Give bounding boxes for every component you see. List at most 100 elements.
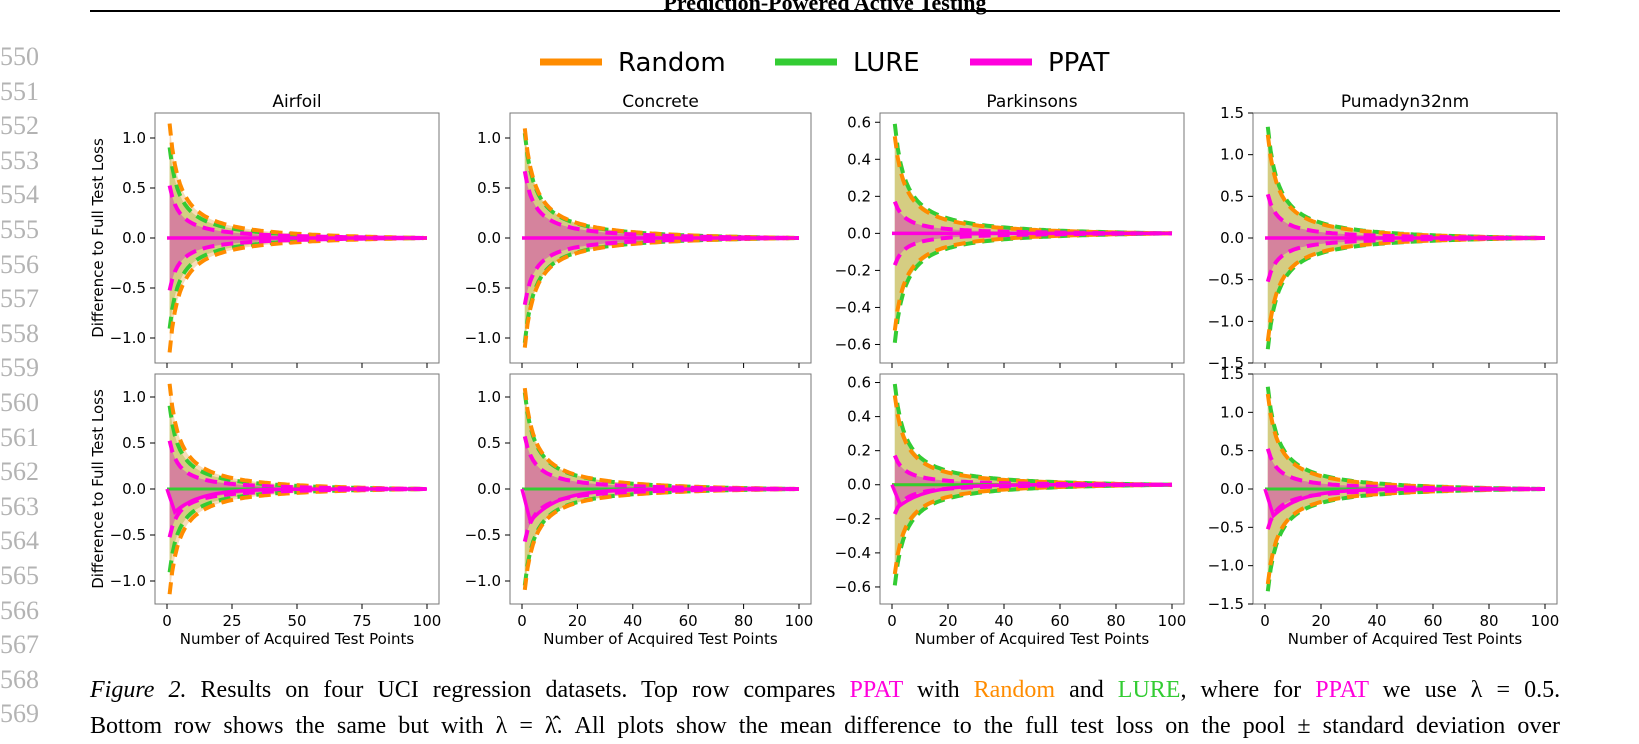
- dashed-bound-random: [892, 482, 1173, 575]
- x-tick-label: 25: [222, 612, 241, 630]
- x-tick-label: 40: [623, 612, 642, 630]
- line-number: 564: [0, 526, 39, 556]
- figure-caption: Figure 2. Results on four UCI regression…: [90, 672, 1560, 744]
- x-tick-label: 0: [887, 612, 897, 630]
- y-tick-label: 1.5: [1220, 104, 1244, 122]
- header-rule: [90, 10, 1560, 12]
- dashed-bound-ppat: [167, 185, 427, 240]
- caption-text: with: [916, 677, 960, 703]
- y-axis-label: Difference to Full Test Loss: [89, 138, 107, 338]
- panel-airfoil: −1.0 −0.5 0.0 0.5 1.0 Airfoil Difference to Fu…: [89, 92, 440, 368]
- caption-line-1: Figure 2. Results on four UCI regression…: [90, 672, 1560, 708]
- caption-random: Random: [973, 677, 1055, 703]
- x-tick-label: 80: [1479, 612, 1498, 630]
- line-number: 563: [0, 491, 39, 521]
- y-tick-label: 0.0: [847, 476, 871, 494]
- dashed-bound-ppat: [522, 170, 799, 240]
- y-tick-label: −0.5: [465, 279, 501, 297]
- panel-title: Concrete: [622, 92, 699, 112]
- x-axis-label: Number of Acquired Test Points: [543, 630, 778, 648]
- line-number: 560: [0, 388, 39, 417]
- x-tick-label: 100: [1158, 612, 1187, 630]
- line-number: 561: [0, 422, 39, 452]
- results-figure: Random LURE PPAT −1.0 −0.5 0.0 0.5 1.0 Airfoil Di…: [89, 48, 1560, 648]
- mean-line-ppat: [520, 487, 799, 525]
- line-number: 556: [0, 249, 39, 279]
- caption-text: and: [1069, 677, 1104, 703]
- y-tick-label: 0.5: [1220, 187, 1244, 205]
- y-tick-label: 0.0: [477, 229, 501, 247]
- y-tick-label: −1.5: [1208, 354, 1244, 372]
- y-tick-label: −0.6: [835, 335, 871, 353]
- y-tick-label: −1.0: [465, 329, 501, 347]
- x-tick-label: 20: [1311, 612, 1330, 630]
- plot-frame: [879, 112, 1185, 364]
- dashed-bound-ppat: [892, 231, 1172, 266]
- y-tick-label: −1.0: [110, 572, 146, 590]
- dashed-bound-random: [167, 123, 427, 240]
- y-tick-label: 1.0: [477, 388, 501, 406]
- y-tick-label: 0.0: [122, 229, 146, 247]
- x-tick-label: 80: [734, 612, 753, 630]
- mean-line-ppat: [890, 482, 1172, 508]
- x-tick-label: 20: [568, 612, 587, 630]
- panel-title: Pumadyn32nm: [1341, 92, 1469, 112]
- panel-concrete: −1.0 −0.5 0.0 0.5 1.0 Concrete: [465, 92, 812, 368]
- panel-bottom-3: −1.5 −1.0 −0.5 0.0 0.5 1.0 1.5 0 20 40 60 80 100 Numb…: [1208, 365, 1560, 648]
- x-tick-label: 50: [287, 612, 306, 630]
- x-tick-label: 0: [1260, 612, 1270, 630]
- y-tick-label: 0.6: [847, 113, 871, 131]
- line-number: 555: [0, 215, 39, 244]
- x-axis-label: Number of Acquired Test Points: [1288, 630, 1523, 648]
- line-number: 567: [0, 630, 39, 660]
- caption-ppat: PPAT: [849, 677, 903, 703]
- y-tick-label: −1.5: [1208, 595, 1244, 613]
- mean-line-ppat: [165, 487, 427, 515]
- y-tick-label: 1.0: [477, 129, 501, 147]
- x-axis-label: Number of Acquired Test Points: [915, 630, 1150, 648]
- dashed-bound-ppat: [1265, 193, 1545, 240]
- y-tick-label: 1.0: [1220, 146, 1244, 164]
- caption-line-2: Bottom row shows the same but with λ = λ…: [90, 713, 1560, 739]
- caption-text: Results on four UCI regression datasets.…: [200, 677, 836, 703]
- y-tick-label: 0.0: [1220, 480, 1244, 498]
- y-tick-label: 1.5: [1220, 365, 1244, 383]
- y-tick-label: −0.5: [110, 526, 146, 544]
- plot-frame: [879, 373, 1185, 605]
- y-tick-label: 0.0: [1220, 229, 1244, 247]
- panel-bottom-2: −0.6 −0.4 −0.2 0.0 0.2 0.4 0.6 0 20 40 60 80 100 Numb…: [835, 373, 1187, 648]
- line-number: 565: [0, 561, 39, 590]
- x-tick-label: 20: [938, 612, 957, 630]
- y-tick-label: −0.5: [1208, 518, 1244, 536]
- line-number: 568: [0, 664, 39, 694]
- y-tick-label: −0.5: [465, 526, 501, 544]
- y-tick-label: 1.0: [1220, 403, 1244, 421]
- y-tick-label: −1.0: [465, 572, 501, 590]
- y-tick-label: 1.0: [122, 388, 146, 406]
- line-number: 562: [0, 457, 39, 487]
- caption-text: , where for: [1180, 677, 1302, 703]
- y-tick-label: 0.5: [477, 434, 501, 452]
- x-tick-label: 100: [1531, 612, 1560, 630]
- y-tick-label: 0.0: [477, 480, 501, 498]
- dashed-bound-ppat: [167, 236, 427, 291]
- line-number: 557: [0, 284, 39, 314]
- y-tick-label: −0.6: [835, 578, 871, 596]
- y-tick-label: −0.4: [835, 544, 871, 562]
- x-tick-label: 80: [1106, 612, 1125, 630]
- dashed-bound-random: [167, 236, 427, 353]
- y-tick-label: 0.5: [122, 179, 146, 197]
- y-tick-label: 0.6: [847, 374, 871, 392]
- panel-bottom-1: −1.0 −0.5 0.0 0.5 1.0 0 20 40 60 80 100 Number of A…: [465, 373, 813, 648]
- y-tick-label: 0.4: [847, 150, 871, 168]
- caption-ppat: PPAT: [1315, 677, 1369, 703]
- y-tick-label: 0.2: [847, 187, 871, 205]
- y-tick-label: −0.2: [835, 510, 871, 528]
- y-tick-label: 0.5: [1220, 442, 1244, 460]
- y-tick-label: −1.0: [1208, 312, 1244, 330]
- x-tick-label: 0: [517, 612, 527, 630]
- dashed-bound-ppat: [167, 440, 427, 491]
- dashed-bound-ppat: [892, 200, 1172, 236]
- panel-pumadyn32nm: −1.5 −1.0 −0.5 0.0 0.5 1.0 1.5 Pumadyn32nm: [1208, 92, 1558, 372]
